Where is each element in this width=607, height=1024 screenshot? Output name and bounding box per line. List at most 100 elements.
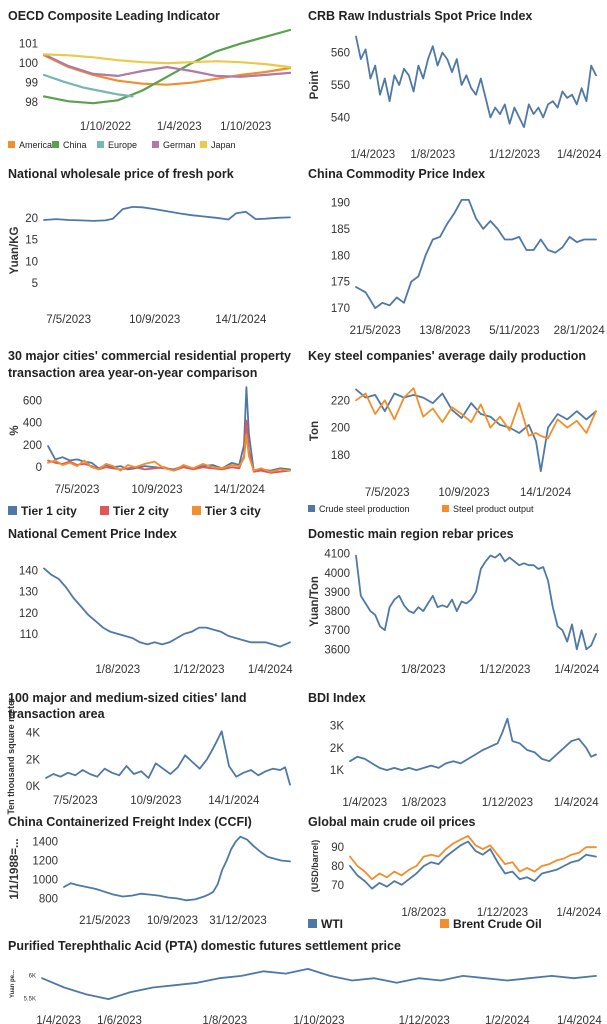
series-line-main [355,35,597,128]
y-tick-label: 220 [331,395,350,407]
chart-cpi: China Commodity Price Index 170 175 180 185 1… [308,167,605,337]
y-tick-label: 185 [331,224,350,236]
x-tick-label: 10/9/2023 [129,314,180,326]
series-line-main [355,552,597,651]
series-line-tier-1-city [47,386,291,472]
y-tick-label: 175 [331,277,350,289]
x-tick-label: 1/8/2023 [202,1015,247,1024]
chart-title: National wholesale price of fresh pork [8,167,234,181]
y-tick-label: 3900 [324,587,350,599]
chart-subtitle: transaction area [8,707,106,721]
legend-label: German [163,140,196,150]
x-tick-label: 1/8/2023 [401,664,446,676]
x-tick-label: 14/1/2024 [520,487,572,499]
x-tick-label: 1/10/2023 [220,121,271,133]
y-tick-label: 190 [331,198,350,210]
y-tick-label: 101 [19,39,38,51]
y-axis-label: Point [309,70,321,99]
x-tick-label: 1/4/2023 [342,797,387,809]
legend-marker [97,141,104,148]
y-tick-label: 130 [19,587,38,599]
y-tick-label: 80 [331,861,344,873]
y-tick-label: 3600 [324,644,350,656]
x-tick-label: 10/9/2023 [147,915,198,927]
y-tick-label: 90 [331,842,344,854]
x-tick-label: 1/10/2023 [293,1015,344,1024]
legend-marker [8,141,15,148]
x-tick-label: 7/5/2023 [55,484,100,496]
x-tick-label: 1/8/2023 [410,149,455,161]
chart-title: National Cement Price Index [8,527,177,541]
x-tick-label: 1/6/2023 [97,1015,142,1024]
y-tick-label: 1K [330,765,344,777]
y-tick-label: 110 [20,629,38,641]
y-tick-label: 540 [331,112,350,124]
series-line-europe [42,73,134,98]
x-tick-label: 1/8/2023 [401,907,446,919]
series-line-crude-steel-production [355,388,597,473]
y-tick-label: 600 [23,395,42,407]
chart-title: Domestic main region rebar prices [308,527,514,541]
x-tick-label: 28/1/2024 [554,325,606,337]
chart-ccfi: China Containerized Freight Index (CCFI)… [8,815,291,927]
y-tick-label: 5.5K [24,997,36,1003]
legend-marker [440,919,449,928]
x-tick-label: 1/8/2023 [401,797,446,809]
chart-title: CRB Raw Industrials Spot Price Index [308,9,532,23]
y-tick-label: 120 [19,608,38,620]
x-tick-label: 7/5/2023 [46,314,91,326]
x-tick-label: 10/9/2023 [130,795,181,807]
series-line-brent-crude-oil [349,835,597,881]
x-tick-label: 1/12/2023 [173,664,224,676]
y-tick-label: 140 [19,566,38,578]
chart-cement: National Cement Price Index 110 120 130 140 1… [8,527,293,676]
y-tick-label: 3700 [324,625,350,637]
chart-crude: Global main crude oil prices (USD/barrel)… [308,815,602,931]
legend-label: Brent Crude Oil [453,917,542,931]
x-tick-label: 1/12/2023 [489,149,540,161]
series-line-main [43,567,291,648]
y-tick-label: 1200 [32,855,58,867]
series-line-japan [42,53,292,69]
series-line-steel-product-output [355,387,597,440]
legend-label: Tier 2 city [113,504,169,518]
x-tick-label: 7/5/2023 [365,487,410,499]
y-tick-label: 15 [25,235,38,247]
x-tick-label: 14/1/2024 [214,484,266,496]
x-tick-label: 1/12/2023 [399,1015,450,1024]
chart-rebar: Domestic main region rebar prices Yuan/To… [308,527,600,676]
x-tick-label: 1/8/2023 [95,664,140,676]
chart-title: 100 major and medium-sized cities' land [8,691,246,705]
x-tick-label: 1/2/2024 [485,1015,530,1024]
x-tick-label: 21/5/2023 [79,915,130,927]
y-tick-label: 4000 [324,568,350,580]
x-tick-label: 1/4/2024 [248,664,293,676]
y-axis-label: % [9,425,21,435]
chart-subtitle: transaction area year-on-year comparison [8,366,257,380]
series-line-china [42,28,292,105]
chart-title: OECD Composite Leading Indicator [8,9,220,23]
y-tick-label: 200 [331,423,350,435]
x-tick-label: 10/9/2023 [131,484,182,496]
chart-crb: CRB Raw Industrials Spot Price Index Poin… [308,9,602,161]
x-tick-label: 7/5/2023 [53,795,98,807]
y-tick-label: 0K [26,781,40,793]
y-tick-label: 800 [39,893,58,905]
x-tick-label: 14/1/2024 [215,314,267,326]
chart-bdi: BDI Index 1K 2K 3K 1/4/2023 1/8/2023 1/12/2023… [308,691,599,809]
y-tick-label: 200 [23,440,42,452]
chart-title: 30 major cities' commercial residential … [8,349,291,363]
series-line-main [349,717,597,771]
x-tick-label: 1/4/2024 [554,797,599,809]
y-tick-label: 3800 [324,606,350,618]
y-tick-label: 180 [331,250,350,262]
series-line-main [63,835,291,902]
series-line-main [45,730,291,786]
y-tick-label: 20 [25,213,38,225]
y-axis-label: Yuan/Ton [309,576,321,627]
y-axis-label: (USD/barrel) [310,840,320,893]
x-tick-label: 1/4/2023 [350,149,395,161]
chart-title: Global main crude oil prices [308,815,475,829]
x-tick-label: 1/10/2022 [80,121,131,133]
